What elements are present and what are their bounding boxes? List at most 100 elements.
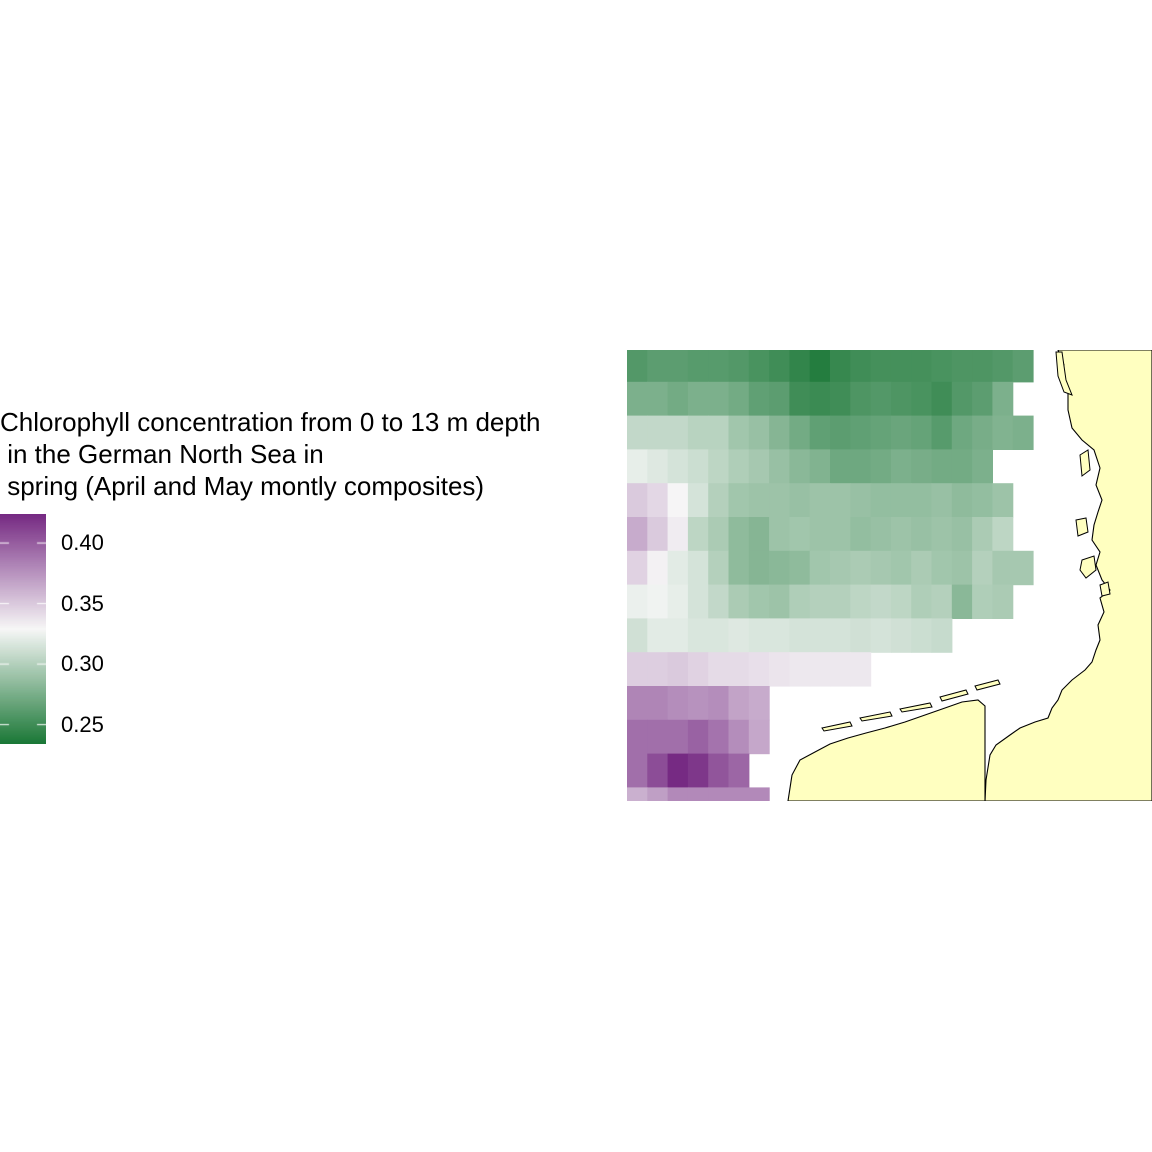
grid-cell: [972, 381, 993, 417]
grid-cell: [728, 550, 750, 586]
grid-cell: [728, 686, 750, 721]
grid-cell: [708, 550, 730, 586]
grid-cell: [667, 618, 689, 653]
grid-cell: [911, 517, 933, 552]
grid-cell: [931, 350, 953, 383]
grid-cell: [687, 719, 709, 755]
grid-cell: [647, 584, 669, 619]
grid-cell: [911, 350, 933, 383]
grid-cell: [769, 618, 790, 653]
grid-cell: [667, 381, 689, 417]
grid-cell: [647, 415, 669, 450]
grid-cell: [687, 415, 709, 450]
grid-cell: [850, 584, 872, 619]
grid-cell: [830, 415, 851, 450]
grid-cell: [809, 517, 831, 552]
grid-cell: [647, 719, 669, 755]
grid-cell: [931, 618, 953, 653]
grid-cell: [830, 618, 851, 653]
grid-cell: [870, 517, 892, 552]
grid-cell: [992, 517, 1014, 552]
grid-cell: [667, 652, 689, 687]
grid-cell: [972, 449, 993, 484]
grid-cell: [627, 787, 648, 801]
grid-cell: [728, 381, 750, 417]
grid-cell: [627, 719, 648, 755]
grid-cell: [708, 584, 730, 619]
grid-cell: [789, 550, 811, 586]
grid-cell: [809, 584, 831, 619]
grid-cell: [647, 618, 669, 653]
grid-cell: [687, 449, 709, 484]
grid-cell: [728, 517, 750, 552]
grid-cell: [850, 517, 872, 552]
colorbar-tick-label: 0.30: [61, 651, 104, 677]
grid-cell: [890, 618, 912, 653]
grid-cell: [667, 584, 689, 619]
grid-cell: [627, 652, 648, 687]
grid-cell: [830, 517, 851, 552]
grid-cell: [850, 350, 872, 383]
grid-cell: [890, 550, 912, 586]
chlorophyll-grid: [627, 350, 1034, 801]
grid-cell: [708, 381, 730, 417]
grid-cell: [687, 381, 709, 417]
grid-cell: [627, 449, 648, 484]
grid-cell: [769, 517, 790, 552]
grid-cell: [708, 618, 730, 653]
colorbar-tick-label: 0.40: [61, 530, 104, 556]
grid-cell: [830, 449, 851, 484]
grid-cell: [627, 381, 648, 417]
grid-cell: [627, 350, 648, 383]
grid-cell: [850, 618, 872, 653]
grid-cell: [769, 381, 790, 417]
grid-cell: [911, 584, 933, 619]
grid-cell: [992, 550, 1014, 586]
grid-cell: [830, 550, 851, 586]
grid-cell: [728, 787, 750, 801]
grid-cell: [1012, 350, 1034, 383]
grid-cell: [667, 415, 689, 450]
grid-cell: [687, 584, 709, 619]
grid-cell: [1012, 415, 1034, 450]
grid-cell: [830, 381, 851, 417]
grid-cell: [748, 787, 770, 801]
grid-cell: [992, 350, 1014, 383]
grid-cell: [870, 381, 892, 417]
grid-cell: [687, 787, 709, 801]
grid-cell: [972, 584, 993, 619]
grid-cell: [951, 483, 973, 518]
grid-cell: [748, 686, 770, 721]
grid-cell: [769, 483, 790, 518]
grid-cell: [992, 381, 1014, 417]
grid-cell: [951, 584, 973, 619]
grid-cell: [911, 449, 933, 484]
grid-cell: [890, 350, 912, 383]
grid-cell: [951, 381, 973, 417]
grid-cell: [789, 350, 811, 383]
grid-cell: [911, 381, 933, 417]
grid-cell: [627, 753, 648, 788]
grid-cell: [890, 449, 912, 484]
grid-cell: [789, 483, 811, 518]
grid-cell: [748, 584, 770, 619]
grid-cell: [931, 449, 953, 484]
grid-cell: [972, 483, 993, 518]
grid-cell: [728, 618, 750, 653]
land-islands-east-frisian: [974, 679, 1001, 691]
grid-cell: [687, 517, 709, 552]
grid-cell: [870, 550, 892, 586]
land-islands-north-frisian: [1075, 517, 1089, 537]
grid-cell: [647, 517, 669, 552]
grid-cell: [728, 449, 750, 484]
land-islands-east-frisian: [859, 711, 893, 722]
grid-cell: [769, 350, 790, 383]
grid-cell: [728, 415, 750, 450]
grid-cell: [809, 618, 831, 653]
grid-cell: [627, 483, 648, 518]
grid-cell: [748, 415, 770, 450]
grid-cell: [748, 449, 770, 484]
grid-cell: [809, 652, 831, 687]
grid-cell: [789, 652, 811, 687]
grid-cell: [708, 686, 730, 721]
